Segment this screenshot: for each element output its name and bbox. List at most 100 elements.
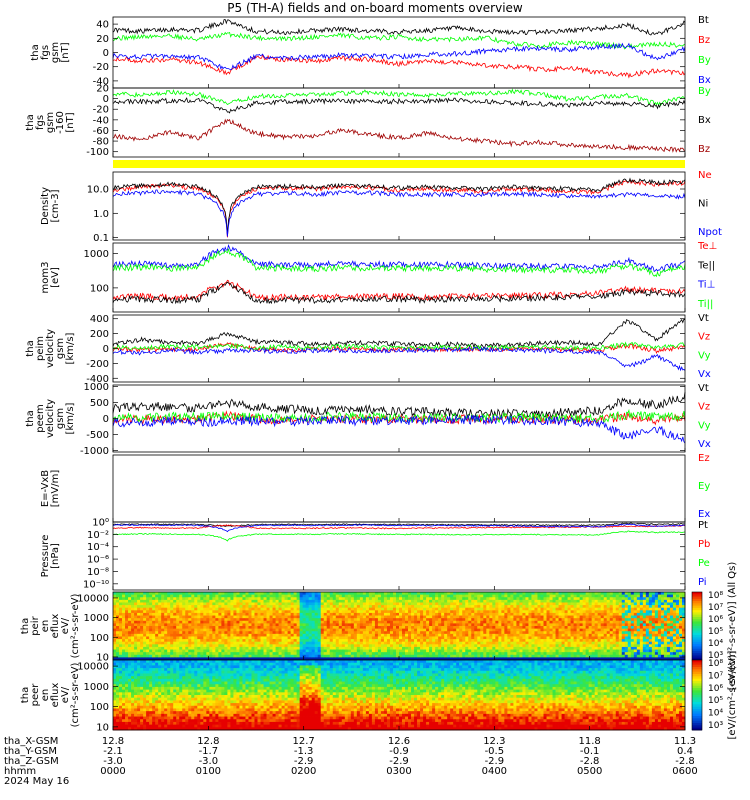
spectrogram-cell [269,620,273,624]
spectrogram-cell [188,636,192,640]
spectrogram-cell [242,599,246,603]
spectrogram-cell [275,592,279,596]
spectrogram-cell [543,602,547,606]
spectrogram-cell [227,639,231,643]
spectrogram-cell [471,592,475,596]
spectrogram-cell [528,639,532,643]
spectrogram-cell [462,636,466,640]
spectrogram-cell [230,644,234,648]
spectrogram-cell [383,649,388,653]
spectrogram-cell [591,631,596,635]
spectrogram-cell [377,597,382,601]
spectrogram-cell [420,620,424,624]
spectrogram-cell [269,657,273,661]
spectrogram-cell [594,607,599,611]
spectrogram-cell [371,641,376,645]
spectrogram-cell [633,612,638,616]
spectrogram-cell [582,602,587,606]
spectrogram-cell [239,599,243,603]
spectrogram-cell [314,605,319,609]
spectrogram-cell [429,646,433,650]
spectrogram-cell [636,657,641,661]
y-axis-label-line: tha [25,410,36,426]
spectrogram-cell [218,612,222,616]
spectrogram-cell [492,618,496,622]
spectrogram-cell [320,594,325,598]
spectrogram-cell [615,644,620,648]
spectrogram-cell [263,633,267,637]
spectrogram-cell [462,657,466,661]
spectrogram-cell [230,631,234,635]
spectrogram-cell [588,610,593,614]
y-axis-label: tha fgs gsm -160 [nT] [25,111,76,134]
spectrogram-cell [609,623,614,627]
spectrogram-cell [552,623,556,627]
spectrogram-cell [564,623,568,627]
spectrogram-cell [606,594,611,598]
spectrogram-cell [290,652,295,656]
spectrogram-cell [224,646,228,650]
spectrogram-cell [161,641,165,645]
spectrogram-cell [492,649,496,653]
spectrogram-cell [380,620,385,624]
spectrogram-cell [209,646,213,650]
spectrogram-cell [215,636,219,640]
spectrogram-cell [489,592,493,596]
spectrogram-cell [648,620,653,624]
spectrogram-cell [402,626,406,630]
spectrogram-cell [335,594,340,598]
spectrogram-cell [537,646,541,650]
series-line-Te⊥ [112,279,686,302]
spectrogram-cell [188,649,192,653]
spectrogram-cell [501,644,505,648]
spectrogram-cell [140,615,144,619]
spectrogram-cell [657,636,662,640]
spectrogram-cell [347,597,352,601]
spectrogram-cell [456,607,460,611]
spectrogram-cell [356,641,361,645]
spectrogram-cell [314,644,319,648]
spectrogram-cell [459,636,463,640]
spectrogram-cell [468,657,472,661]
spectrogram-cell [353,594,358,598]
spectrogram-cell [260,628,264,632]
spectrogram-cell [305,594,310,598]
spectrogram-cell [356,628,361,632]
spectrogram-cell [453,633,457,637]
spectrogram-cell [555,636,559,640]
spectrogram-cell [251,633,255,637]
spectrogram-cell [146,644,150,648]
spectrogram-cell [564,641,568,645]
spectrogram-cell [429,607,433,611]
spectrogram-cell [534,592,538,596]
spectrogram-cell [471,639,475,643]
spectrogram-cell [386,628,391,632]
spectrogram-cell [233,649,237,653]
spectrogram-cell [299,615,304,619]
spectrogram-cell [480,626,484,630]
spectrogram-cell [594,641,599,645]
spectrogram-cell [627,626,632,630]
spectrogram-cell [417,633,421,637]
spectrogram-cell [122,605,126,609]
spectrogram-cell [338,652,343,656]
spectrogram-cell [576,623,581,627]
spectrogram-cell [447,626,451,630]
spectrogram-cell [426,592,430,596]
spectrogram-cell [633,597,638,601]
spectrogram-cell [522,646,526,650]
spectrogram-cell [528,610,532,614]
spectrogram-cell [320,636,325,640]
spectrogram-cell [624,639,629,643]
spectrogram-cell [591,644,596,648]
spectrogram-cell [477,649,481,653]
spectrogram-cell [323,631,328,635]
spectrogram-cell [206,652,210,656]
spectrogram-cell [555,615,559,619]
spectrogram-cell [507,602,511,606]
spectrogram-cell [420,607,424,611]
spectrogram-cell [564,618,568,622]
spectrogram-cell [549,607,553,611]
spectrogram-cell [152,612,156,616]
spectrogram-cell [113,633,117,637]
